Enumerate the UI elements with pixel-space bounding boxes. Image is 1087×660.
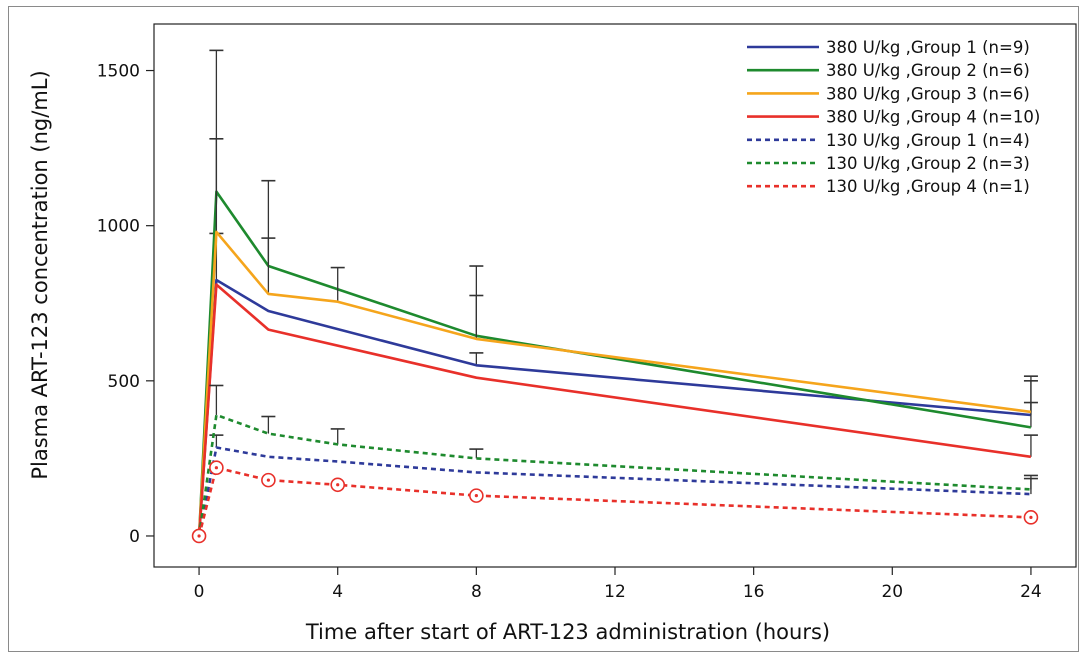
x-tick-label: 8 — [471, 582, 482, 602]
series-4 — [197, 283, 1038, 537]
y-tick-label: 500 — [108, 372, 140, 392]
series-line — [197, 283, 1032, 537]
series-layer — [191, 49, 1039, 544]
x-tick-label: 16 — [743, 582, 765, 602]
chart-frame: 0 4 8 12 16 20 24 0 500 1000 1500 380 U/kg ,Group … — [8, 6, 1079, 652]
y-axis-label: Plasma ART-123 concentration (ng/mL) — [28, 70, 52, 479]
legend-label: 130 U/kg ,Group 4 (n=1) — [826, 177, 1030, 196]
legend-label: 380 U/kg ,Group 1 (n=9) — [826, 38, 1030, 57]
x-tick-label: 12 — [604, 582, 626, 602]
series-line — [197, 413, 1031, 537]
x-axis-label: Time after start of ART-123 administrati… — [305, 620, 830, 644]
legend-label: 380 U/kg ,Group 4 (n=10) — [826, 108, 1040, 127]
x-tick-label: 0 — [194, 582, 205, 602]
series-line — [197, 230, 1032, 537]
data-point-center — [197, 534, 201, 538]
series-line — [197, 466, 1031, 537]
data-point-center — [474, 494, 478, 498]
x-tick-label: 20 — [881, 582, 903, 602]
series-line — [197, 190, 1032, 537]
plot-axes: 0 4 8 12 16 20 24 0 500 1000 1500 — [97, 23, 1077, 602]
legend: 380 U/kg ,Group 1 (n=9) 380 U/kg ,Group 2… — [747, 38, 1040, 196]
legend-label: 130 U/kg ,Group 1 (n=4) — [826, 131, 1030, 150]
series-7 — [191, 460, 1039, 544]
chart-svg: 0 4 8 12 16 20 24 0 500 1000 1500 380 U/kg ,Group … — [28, 23, 1077, 644]
data-point-center — [266, 478, 270, 482]
legend-label: 380 U/kg ,Group 3 (n=6) — [826, 84, 1030, 103]
series-5 — [197, 434, 1038, 537]
data-point-center — [1029, 515, 1033, 519]
data-point-center — [214, 466, 218, 470]
series-3 — [197, 138, 1038, 537]
data-point-center — [336, 483, 340, 487]
y-tick-label: 1000 — [97, 217, 140, 237]
x-tick-label: 24 — [1020, 582, 1042, 602]
series-line — [197, 446, 1031, 537]
series-6 — [197, 384, 1038, 537]
y-tick-label: 0 — [129, 527, 140, 547]
legend-label: 380 U/kg ,Group 2 (n=6) — [826, 61, 1030, 80]
x-tick-label: 4 — [332, 582, 343, 602]
y-tick-label: 1500 — [97, 62, 140, 82]
legend-label: 130 U/kg ,Group 2 (n=3) — [826, 154, 1030, 173]
